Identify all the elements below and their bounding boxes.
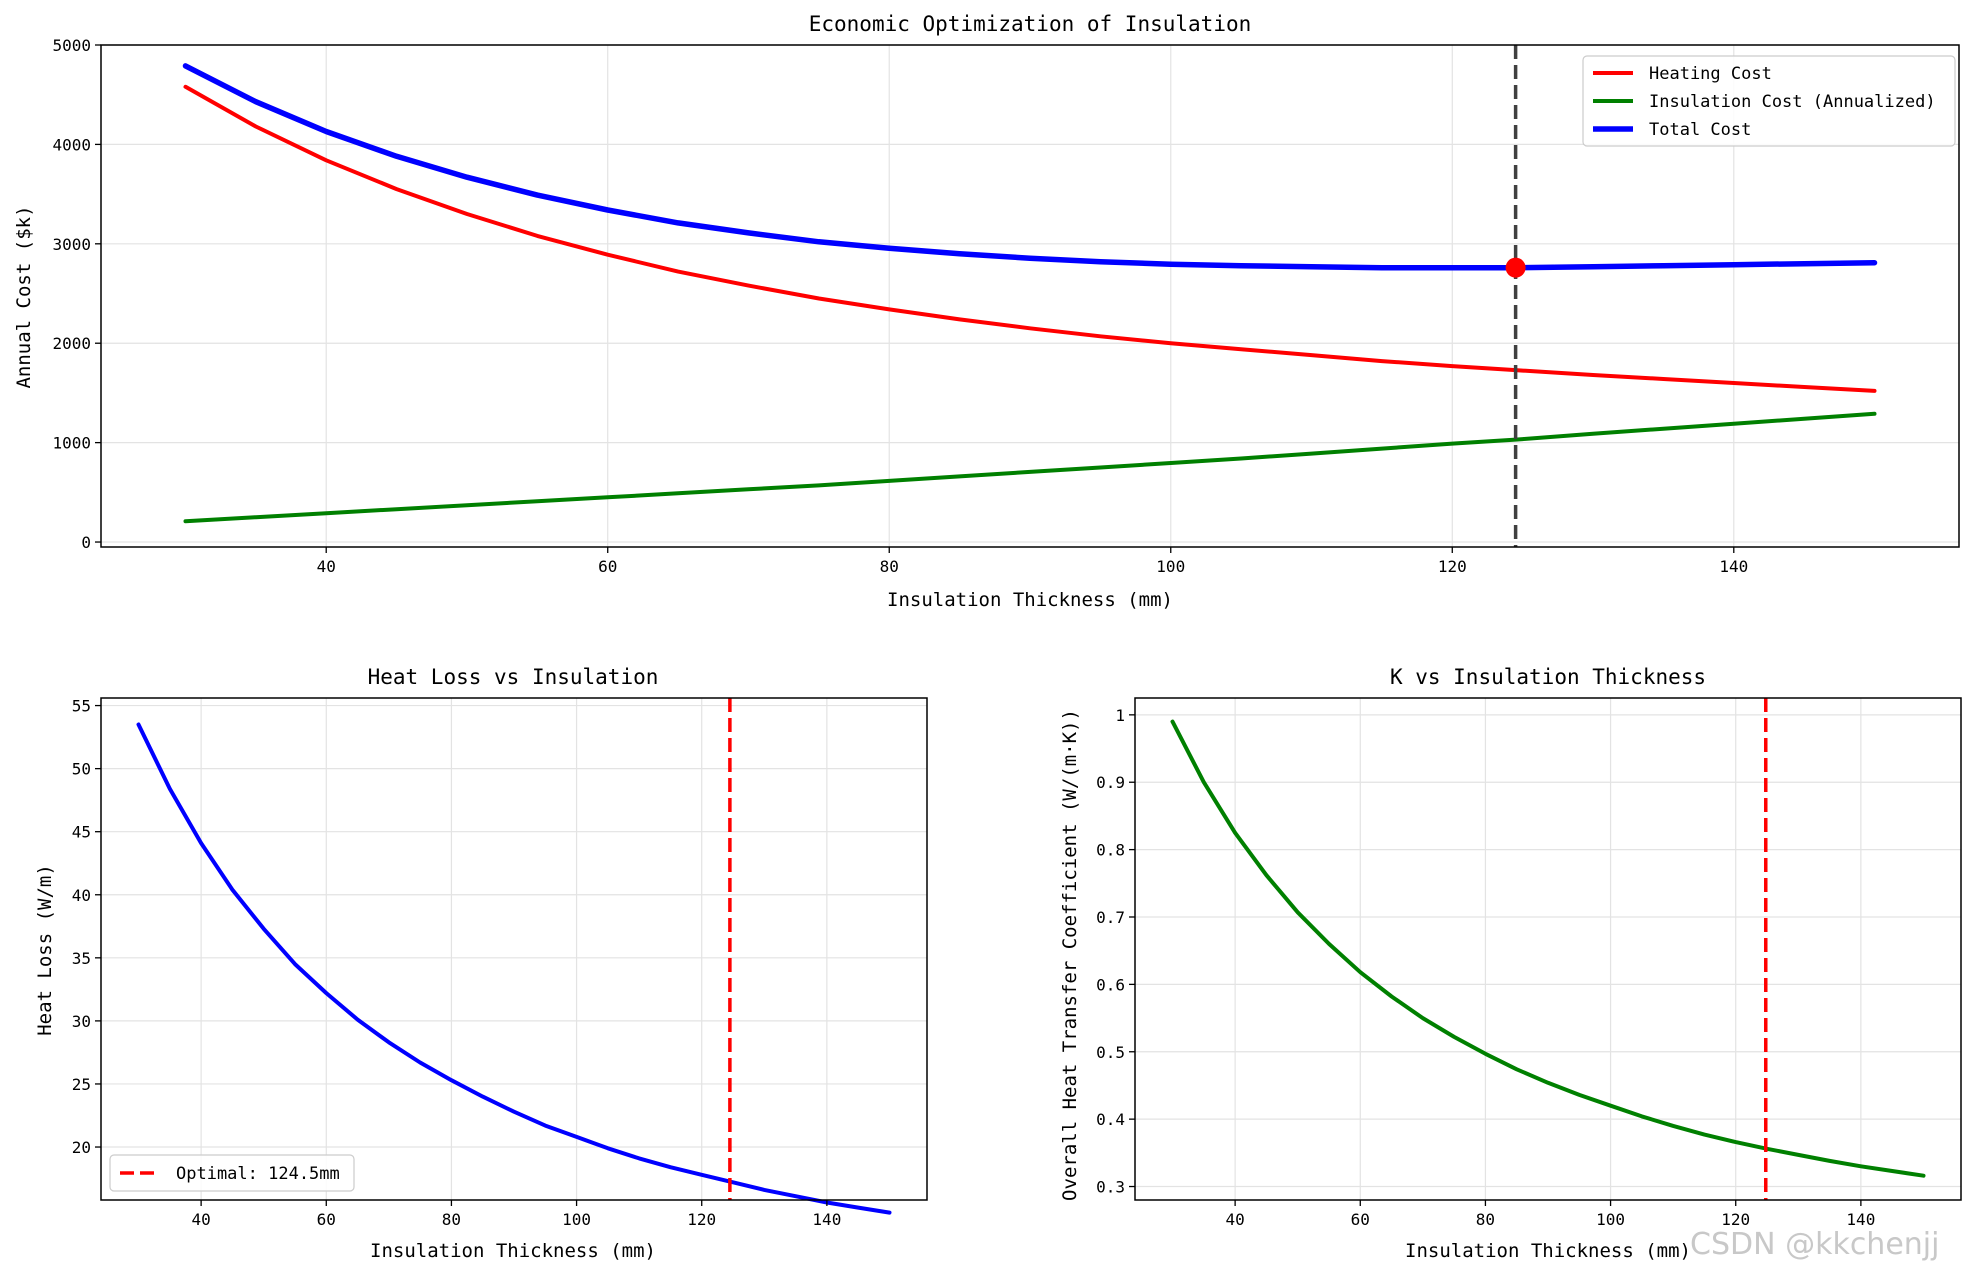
chart-k-xtick-label: 80 <box>1476 1210 1495 1229</box>
chart-top-series-0 <box>183 84 1877 393</box>
chart-heat-loss-ytick-label: 30 <box>72 1012 91 1031</box>
chart-heat-loss-xtick-label: 60 <box>317 1210 336 1229</box>
chart-heat-loss-ytick-label: 40 <box>72 886 91 905</box>
chart-k-ytick-label: 0.5 <box>1096 1043 1125 1062</box>
chart-top-series-2 <box>182 63 1878 271</box>
chart-heat-loss-ytick-label: 20 <box>72 1138 91 1157</box>
chart-top-ytick-label: 1000 <box>52 434 91 453</box>
chart-k-ytick-label: 0.3 <box>1096 1178 1125 1197</box>
chart-top-optimal-marker <box>1505 257 1526 278</box>
chart-k-coefficient: K vs Insulation Thickness Insulation Thi… <box>1059 665 1962 1262</box>
chart-k-ylabel: Overall Heat Transfer Coefficient (W/(m·… <box>1059 709 1081 1201</box>
chart-top-frame <box>100 44 1960 548</box>
chart-top-ytick-label: 0 <box>81 533 91 552</box>
chart-heat-loss-legend-label: Optimal: 124.5mm <box>176 1164 340 1184</box>
chart-heat-loss-xtick-label: 100 <box>562 1210 591 1229</box>
chart-top-legend-label: Insulation Cost (Annualized) <box>1649 92 1936 112</box>
chart-top-xtick-label: 140 <box>1719 557 1748 576</box>
chart-top-xlabel: Insulation Thickness (mm) <box>887 589 1173 611</box>
chart-top-title: Economic Optimization of Insulation <box>809 12 1252 36</box>
chart-top-legend-label: Heating Cost <box>1649 64 1772 84</box>
chart-top-ylabel: Annual Cost ($k) <box>13 205 35 388</box>
chart-top-legend <box>1582 55 1956 147</box>
chart-heat-loss-xlabel: Insulation Thickness (mm) <box>370 1240 656 1262</box>
chart-k-ytick-label: 0.7 <box>1096 908 1125 927</box>
chart-heat-loss-xtick-label: 140 <box>812 1210 841 1229</box>
chart-k-frame <box>1134 697 1962 1201</box>
chart-k-ytick-label: 0.6 <box>1096 975 1125 994</box>
chart-heat-loss-xtick-label: 40 <box>191 1210 210 1229</box>
chart-top-annual-cost: Economic Optimization of Insulation Insu… <box>13 12 1960 611</box>
chart-k-xtick-label: 100 <box>1596 1210 1625 1229</box>
chart-heat-loss-ylabel: Heat Loss (W/m) <box>34 864 56 1036</box>
chart-top-ytick-label: 3000 <box>52 235 91 254</box>
chart-k-xtick-label: 140 <box>1846 1210 1875 1229</box>
chart-top-ytick-label: 2000 <box>52 334 91 353</box>
chart-top-xtick-label: 60 <box>598 557 617 576</box>
chart-heat-loss-ytick-label: 55 <box>72 697 91 716</box>
chart-heat-loss: Heat Loss vs Insulation Insulation Thick… <box>34 665 928 1262</box>
chart-heat-loss-ytick-label: 45 <box>72 823 91 842</box>
chart-k-xtick-label: 120 <box>1721 1210 1750 1229</box>
chart-heat-loss-legend <box>109 1154 355 1192</box>
chart-k-title: K vs Insulation Thickness <box>1390 665 1706 689</box>
watermark: CSDN @kkchenjj <box>1690 1227 1939 1262</box>
chart-top-xtick-label: 100 <box>1156 557 1185 576</box>
chart-k-ytick-label: 0.9 <box>1096 773 1125 792</box>
chart-top-ytick-label: 5000 <box>52 36 91 55</box>
chart-top-xtick-label: 120 <box>1438 557 1467 576</box>
chart-k-xtick-label: 40 <box>1225 1210 1244 1229</box>
chart-heat-loss-ytick-label: 25 <box>72 1075 91 1094</box>
chart-heat-loss-series-0 <box>136 722 892 1215</box>
chart-top-legend-label: Total Cost <box>1649 120 1751 140</box>
chart-heat-loss-ytick-label: 50 <box>72 760 91 779</box>
chart-k-ytick-label: 0.4 <box>1096 1110 1125 1129</box>
chart-top-xtick-label: 40 <box>317 557 336 576</box>
chart-k-series-0 <box>1170 719 1926 1178</box>
chart-top-ytick-label: 4000 <box>52 135 91 154</box>
chart-heat-loss-xtick-label: 80 <box>442 1210 461 1229</box>
chart-k-xtick-label: 60 <box>1351 1210 1370 1229</box>
chart-heat-loss-xtick-label: 120 <box>687 1210 716 1229</box>
chart-k-ytick-label: 0.8 <box>1096 841 1125 860</box>
chart-top-xtick-label: 80 <box>880 557 899 576</box>
chart-heat-loss-frame <box>100 697 928 1201</box>
chart-k-xlabel: Insulation Thickness (mm) <box>1405 1240 1691 1262</box>
chart-top-series-1 <box>183 411 1877 524</box>
chart-heat-loss-ytick-label: 35 <box>72 949 91 968</box>
chart-heat-loss-title: Heat Loss vs Insulation <box>368 665 659 689</box>
chart-k-ytick-label: 1 <box>1115 706 1125 725</box>
